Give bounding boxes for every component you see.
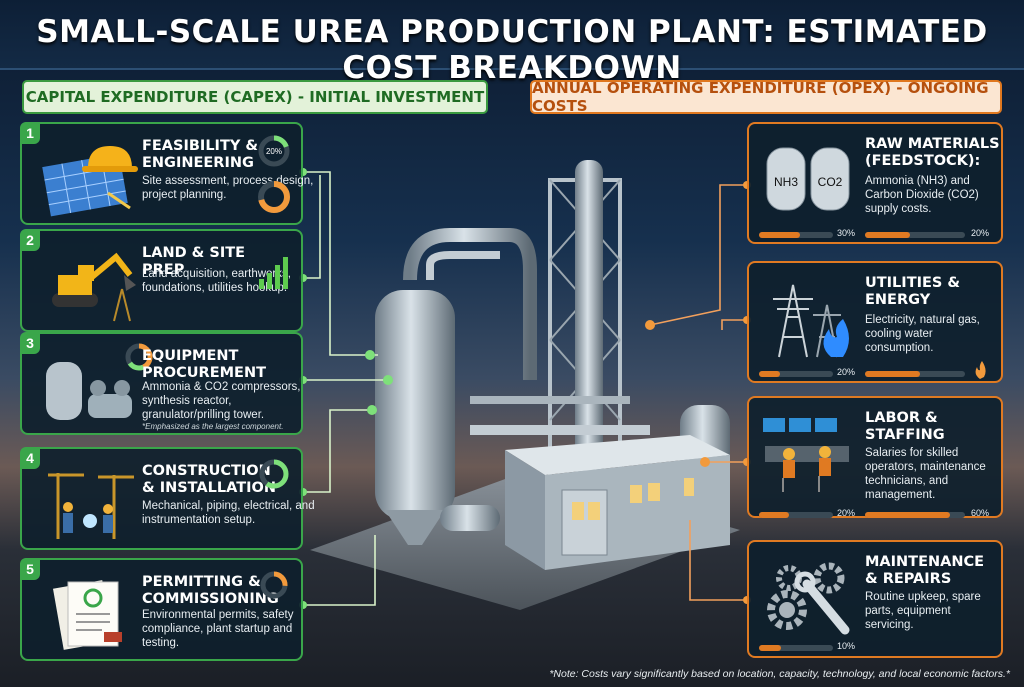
cost-bar	[865, 232, 965, 238]
opex-card-utilities: UTILITIES & ENERGY Electricity, natural …	[747, 261, 1003, 383]
cost-bar	[759, 512, 833, 518]
step-number: 2	[20, 229, 40, 251]
page-title: SMALL-SCALE UREA PRODUCTION PLANT: ESTIM…	[36, 14, 988, 86]
construction-workers-icon	[48, 473, 134, 539]
card-title: RAW MATERIALS (FEEDSTOCK):	[865, 136, 1000, 169]
footnote: *Note: Costs vary significantly based on…	[549, 668, 1010, 680]
urea-plant-illustration	[310, 160, 740, 610]
capex-card-construction: 4 CONSTRUCTION & INSTALLATION Mechanical…	[20, 447, 315, 550]
gears-wrench-icon	[767, 562, 850, 635]
card-title: UTILITIES & ENERGY	[865, 275, 961, 308]
card-title: CONSTRUCTION & INSTALLATION	[142, 463, 276, 496]
percent-donut-icon: 20%	[258, 135, 290, 167]
cost-bar-fill	[865, 512, 950, 518]
capex-card-equipment: 3 EQUIPMENT PROCUREMENT Ammonia & CO2 co…	[20, 332, 303, 435]
cost-bar-fill	[759, 512, 789, 518]
cost-bar	[865, 512, 965, 518]
percent-label: 20%	[266, 147, 282, 156]
tank-label-nh3: NH3	[774, 175, 798, 189]
capex-card-feasibility: 1 FEASIBILITY & ENGINEERING Site assessm…	[20, 122, 313, 225]
card-description: Mechanical, piping, electrical, and inst…	[142, 500, 315, 526]
opex-card-raw-materials: NH3 CO2 RAW MATERIALS (FEEDSTOCK): Ammon…	[747, 122, 1003, 244]
cost-bar-fill	[865, 232, 910, 238]
card-description: Ammonia & CO2 compressors, synthesis rea…	[142, 381, 301, 421]
card-title: LABOR & STAFFING	[865, 410, 945, 443]
excavator-icon	[52, 252, 136, 322]
card-title: EQUIPMENT PROCUREMENT	[142, 348, 266, 381]
compressor-icon	[46, 362, 132, 420]
cost-bar-fill	[759, 232, 800, 238]
control-room-icon	[763, 418, 849, 492]
cost-bar-fill	[865, 371, 920, 377]
opex-banner: ANNUAL OPERATING EXPENDITURE (OPEX) - ON…	[530, 79, 1002, 115]
cost-bar-fill	[759, 645, 782, 651]
step-number: 5	[20, 558, 40, 580]
cost-bar-label: 20%	[971, 228, 990, 238]
card-note: *Emphasized as the largest component.	[142, 422, 284, 431]
step-number: 1	[20, 122, 40, 144]
blueprint-hardhat-icon	[42, 146, 138, 217]
card-description: Land acquisition, earthworks, foundation…	[142, 268, 291, 294]
donut-chart-icon	[259, 459, 289, 489]
opex-card-maintenance: MAINTENANCE & REPAIRS Routine upkeep, sp…	[747, 540, 1003, 658]
donut-chart-icon	[258, 181, 290, 213]
donut-chart-icon	[125, 343, 153, 371]
flame-icon	[975, 361, 986, 379]
card-description: Ammonia (NH3) and Carbon Dioxide (CO2) s…	[865, 175, 979, 215]
step-number: 4	[20, 447, 40, 469]
cost-bar	[759, 371, 833, 377]
donut-chart-icon	[260, 571, 288, 599]
cost-bar-label: 10%	[837, 641, 856, 651]
step-number: 3	[20, 332, 40, 354]
growth-bars-icon	[259, 257, 288, 289]
card-description: Environmental permits, safety compliance…	[142, 609, 294, 649]
card-title: MAINTENANCE & REPAIRS	[865, 554, 985, 587]
capex-banner: CAPITAL EXPENDITURE (CAPEX) - INITIAL IN…	[22, 80, 488, 114]
capex-card-land: 2 LAND & SITE PREP Land acquisition, ear…	[20, 229, 303, 332]
cost-bar-label: 20%	[837, 367, 856, 377]
card-description: Routine upkeep, spare parts, equipment s…	[865, 591, 981, 631]
opex-card-labor: LABOR & STAFFING Salaries for skilled op…	[747, 396, 1003, 518]
card-title: PERMITTING & COMMISSIONING	[142, 574, 279, 607]
cost-bar	[865, 371, 965, 377]
cost-bar	[759, 232, 833, 238]
card-title: FEASIBILITY & ENGINEERING	[142, 138, 259, 171]
title-bar	[0, 0, 1024, 70]
cost-bar-label: 20%	[837, 508, 856, 518]
cost-bar-label: 60%	[971, 508, 990, 518]
capex-card-permitting: 5 PERMITTING & COMMISSIONING Environment…	[20, 558, 303, 661]
power-tower-flame-icon	[773, 284, 849, 358]
card-description: Salaries for skilled operators, maintena…	[865, 447, 986, 501]
permit-documents-icon	[52, 580, 122, 650]
feedstock-tanks-icon: NH3 CO2	[766, 147, 850, 211]
cost-bar-label: 30%	[837, 228, 856, 238]
card-title: LAND & SITE PREP	[142, 245, 246, 278]
cost-bar	[759, 645, 833, 651]
card-description: Electricity, natural gas, cooling water …	[865, 314, 980, 354]
tank-label-co2: CO2	[818, 175, 843, 189]
cost-bar-fill	[759, 371, 780, 377]
